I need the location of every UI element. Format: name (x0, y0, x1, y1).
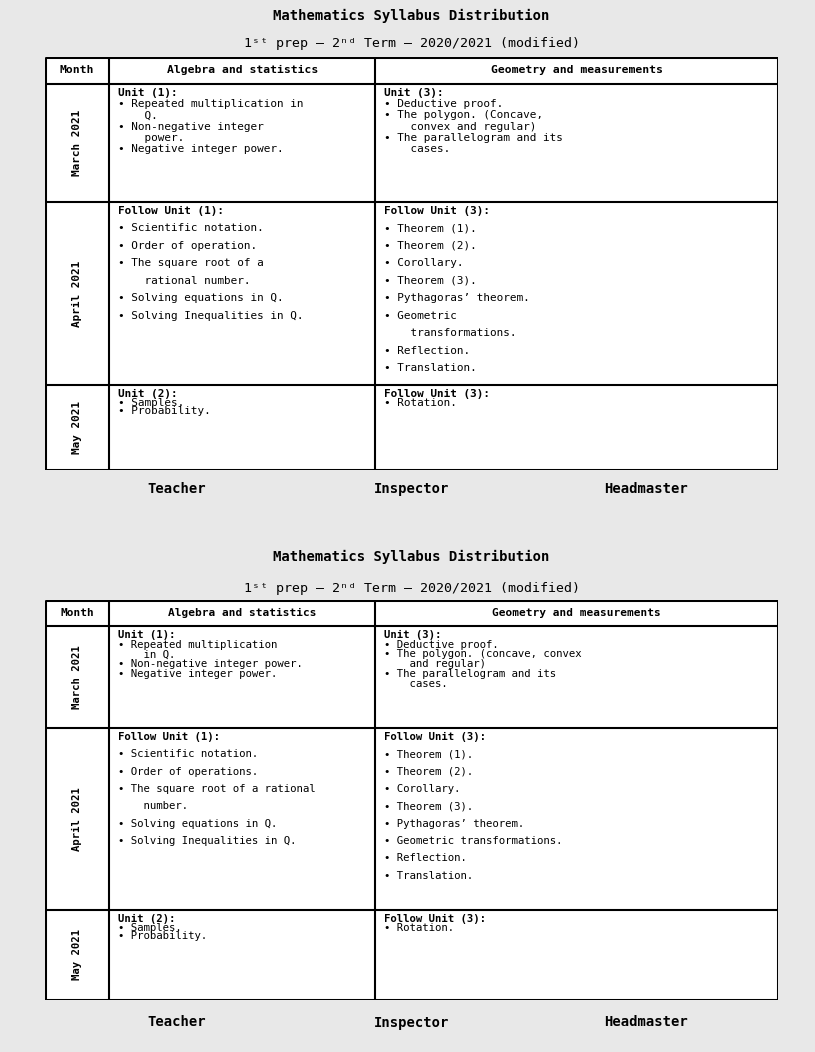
Text: Q.: Q. (118, 110, 158, 120)
Text: • Solving Inequalities in Q.: • Solving Inequalities in Q. (118, 836, 297, 846)
Text: Unit (2):: Unit (2): (118, 389, 178, 400)
Text: • Samples.: • Samples. (118, 398, 184, 407)
Text: • Deductive proof.: • Deductive proof. (384, 640, 499, 650)
Text: • Deductive proof.: • Deductive proof. (384, 99, 503, 109)
Text: • Theorem (2).: • Theorem (2). (384, 241, 477, 250)
Text: Inspector: Inspector (374, 1015, 449, 1030)
Text: • Corollary.: • Corollary. (384, 258, 463, 268)
Text: Month: Month (60, 65, 95, 76)
Text: • The polygon. (Concave,: • The polygon. (Concave, (384, 110, 543, 120)
Text: • Pythagoras’ theorem.: • Pythagoras’ theorem. (384, 818, 524, 829)
Text: • Reflection.: • Reflection. (384, 346, 469, 356)
Text: Headmaster: Headmaster (605, 1015, 688, 1030)
Text: convex and regular): convex and regular) (384, 122, 536, 132)
Text: • Theorem (1).: • Theorem (1). (384, 223, 477, 234)
Text: Mathematics Syllabus Distribution: Mathematics Syllabus Distribution (273, 8, 550, 23)
Text: • Geometric: • Geometric (384, 310, 456, 321)
Text: Teacher: Teacher (148, 1015, 206, 1030)
Text: rational number.: rational number. (118, 276, 251, 286)
Text: in Q.: in Q. (118, 649, 175, 660)
Text: number.: number. (118, 802, 188, 811)
Text: Follow Unit (1):: Follow Unit (1): (118, 732, 220, 742)
Text: March 2021: March 2021 (72, 109, 82, 176)
Text: and regular): and regular) (384, 660, 486, 669)
Text: • The polygon. (concave, convex: • The polygon. (concave, convex (384, 649, 581, 660)
Text: • Translation.: • Translation. (384, 871, 473, 881)
Text: • Corollary.: • Corollary. (384, 784, 460, 794)
Text: 1ˢᵗ prep – 2ⁿᵈ Term – 2020/2021 (modified): 1ˢᵗ prep – 2ⁿᵈ Term – 2020/2021 (modifie… (244, 37, 579, 49)
Text: Geometry and measurements: Geometry and measurements (492, 608, 661, 618)
Text: Geometry and measurements: Geometry and measurements (491, 65, 663, 76)
Text: • The square root of a rational: • The square root of a rational (118, 784, 315, 794)
Text: Follow Unit (1):: Follow Unit (1): (118, 206, 224, 216)
Text: • Rotation.: • Rotation. (384, 923, 454, 932)
Text: Month: Month (60, 608, 94, 618)
Text: • Solving equations in Q.: • Solving equations in Q. (118, 818, 278, 829)
Text: • The parallelogram and its: • The parallelogram and its (384, 669, 556, 679)
Text: • The parallelogram and its: • The parallelogram and its (384, 133, 562, 143)
Text: Headmaster: Headmaster (605, 482, 688, 495)
Text: • Samples.: • Samples. (118, 923, 182, 932)
Text: Algebra and statistics: Algebra and statistics (166, 65, 318, 76)
Text: • Solving equations in Q.: • Solving equations in Q. (118, 294, 284, 303)
Text: transformations.: transformations. (384, 328, 516, 338)
Text: • Negative integer power.: • Negative integer power. (118, 669, 278, 679)
Text: cases.: cases. (384, 144, 450, 154)
Text: 1ˢᵗ prep – 2ⁿᵈ Term – 2020/2021 (modified): 1ˢᵗ prep – 2ⁿᵈ Term – 2020/2021 (modifie… (244, 582, 579, 594)
Text: • Repeated multiplication: • Repeated multiplication (118, 640, 278, 650)
Text: Unit (3):: Unit (3): (384, 88, 443, 98)
Text: Follow Unit (3):: Follow Unit (3): (384, 732, 486, 742)
Text: • Non-negative integer power.: • Non-negative integer power. (118, 660, 303, 669)
Text: Mathematics Syllabus Distribution: Mathematics Syllabus Distribution (273, 550, 550, 564)
Text: power.: power. (118, 133, 184, 143)
Text: • Repeated multiplication in: • Repeated multiplication in (118, 99, 304, 109)
Text: Unit (2):: Unit (2): (118, 914, 175, 924)
Text: • Probability.: • Probability. (118, 931, 208, 942)
Text: • Negative integer power.: • Negative integer power. (118, 144, 284, 154)
Text: Follow Unit (3):: Follow Unit (3): (384, 914, 486, 924)
Text: March 2021: March 2021 (72, 645, 82, 709)
Text: Unit (1):: Unit (1): (118, 630, 175, 640)
Text: • Theorem (1).: • Theorem (1). (384, 749, 473, 760)
Text: • Theorem (3).: • Theorem (3). (384, 276, 477, 286)
Text: Follow Unit (3):: Follow Unit (3): (384, 206, 490, 216)
Text: Unit (3):: Unit (3): (384, 630, 441, 640)
Text: • Pythagoras’ theorem.: • Pythagoras’ theorem. (384, 294, 530, 303)
Text: • Scientific notation.: • Scientific notation. (118, 749, 258, 760)
Text: cases.: cases. (384, 679, 447, 689)
Text: Algebra and statistics: Algebra and statistics (168, 608, 316, 618)
Text: Teacher: Teacher (148, 482, 206, 495)
Text: • Geometric transformations.: • Geometric transformations. (384, 836, 562, 846)
Text: May 2021: May 2021 (72, 401, 82, 454)
Text: • The square root of a: • The square root of a (118, 258, 264, 268)
Text: • Order of operation.: • Order of operation. (118, 241, 258, 250)
Text: Follow Unit (3):: Follow Unit (3): (384, 389, 490, 400)
Text: • Rotation.: • Rotation. (384, 398, 456, 407)
Text: April 2021: April 2021 (72, 260, 82, 326)
Text: • Non-negative integer: • Non-negative integer (118, 122, 264, 132)
Text: • Solving Inequalities in Q.: • Solving Inequalities in Q. (118, 310, 304, 321)
Text: • Translation.: • Translation. (384, 363, 477, 373)
Text: • Theorem (2).: • Theorem (2). (384, 767, 473, 776)
Text: • Reflection.: • Reflection. (384, 853, 466, 864)
Text: Inspector: Inspector (374, 482, 449, 495)
Text: April 2021: April 2021 (72, 787, 82, 851)
Text: Unit (1):: Unit (1): (118, 88, 178, 98)
Text: • Theorem (3).: • Theorem (3). (384, 802, 473, 811)
Text: • Order of operations.: • Order of operations. (118, 767, 258, 776)
Text: May 2021: May 2021 (72, 930, 82, 980)
Text: • Scientific notation.: • Scientific notation. (118, 223, 264, 234)
Text: • Probability.: • Probability. (118, 406, 211, 416)
